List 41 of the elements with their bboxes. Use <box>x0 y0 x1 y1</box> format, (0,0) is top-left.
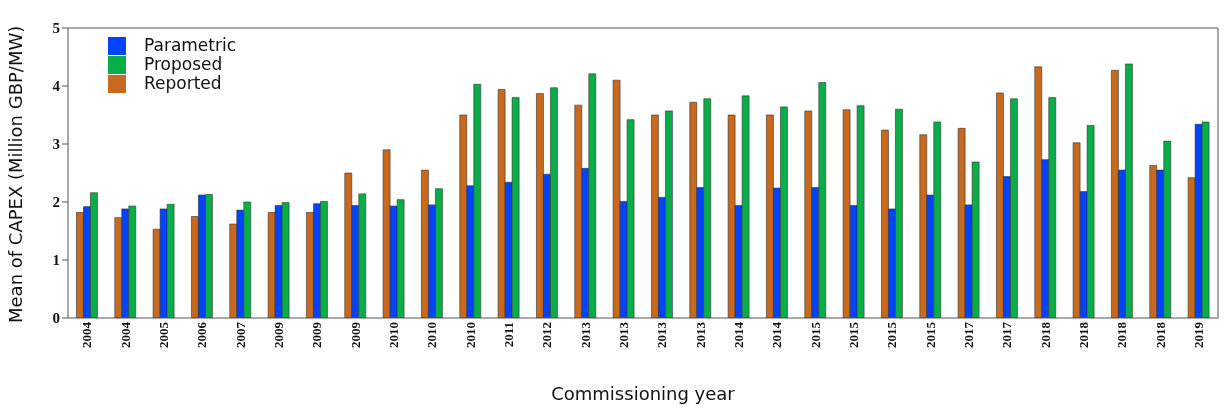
x-tick-label: 2014 <box>769 321 785 348</box>
x-tick-label: 2018 <box>1152 321 1168 348</box>
x-tick-label: 2018 <box>1076 321 1092 348</box>
x-tick-label: 2004 <box>117 321 133 348</box>
x-tick-label: 2015 <box>884 321 900 348</box>
x-tick-label: 2014 <box>731 321 747 348</box>
legend-label: Parametric <box>144 35 237 55</box>
x-tick-label: 2009 <box>271 321 287 348</box>
y-tick-label: 1 <box>52 252 60 269</box>
x-tick-label: 2012 <box>539 322 555 348</box>
x-tick-label: 2005 <box>156 321 172 348</box>
x-tick-label: 2009 <box>309 321 325 348</box>
x-tick-label: 2018 <box>1114 321 1130 348</box>
x-tick-label: 2017 <box>999 321 1015 348</box>
y-tick-label: 4 <box>52 78 61 95</box>
x-tick-label: 2015 <box>807 321 823 348</box>
y-tick-label: 0 <box>52 310 60 327</box>
x-tick-label: 2015 <box>846 321 862 348</box>
x-tick-label: 2013 <box>616 321 632 348</box>
x-tick-label: 2011 <box>501 322 517 348</box>
x-tick-label: 2007 <box>232 321 248 348</box>
x-tick-label: 2019 <box>1191 321 1207 348</box>
x-axis-title: Commissioning year <box>551 383 736 404</box>
x-tick-label: 2013 <box>577 321 593 348</box>
x-tick-label: 2013 <box>654 321 670 348</box>
y-axis-title: Mean of CAPEX (Million GBP/MW) <box>5 25 27 323</box>
x-tick-label: 2006 <box>194 321 210 348</box>
x-tick-label: 2004 <box>79 321 95 348</box>
x-tick-label: 2010 <box>424 322 440 348</box>
x-tick-label: 2013 <box>692 321 708 348</box>
y-tick-label: 2 <box>52 194 60 211</box>
x-tick-label: 2015 <box>922 321 938 348</box>
y-tick-label: 3 <box>52 136 60 153</box>
x-tick-label: 2017 <box>961 321 977 348</box>
legend-label: Reported <box>144 73 222 93</box>
x-tick-label: 2010 <box>462 322 478 348</box>
y-tick-label: 5 <box>52 20 60 37</box>
x-tick-label: 2018 <box>1037 321 1053 348</box>
x-tick-label: 2010 <box>386 322 402 348</box>
x-tick-label: 2009 <box>347 321 363 348</box>
legend-label: Proposed <box>144 54 223 74</box>
